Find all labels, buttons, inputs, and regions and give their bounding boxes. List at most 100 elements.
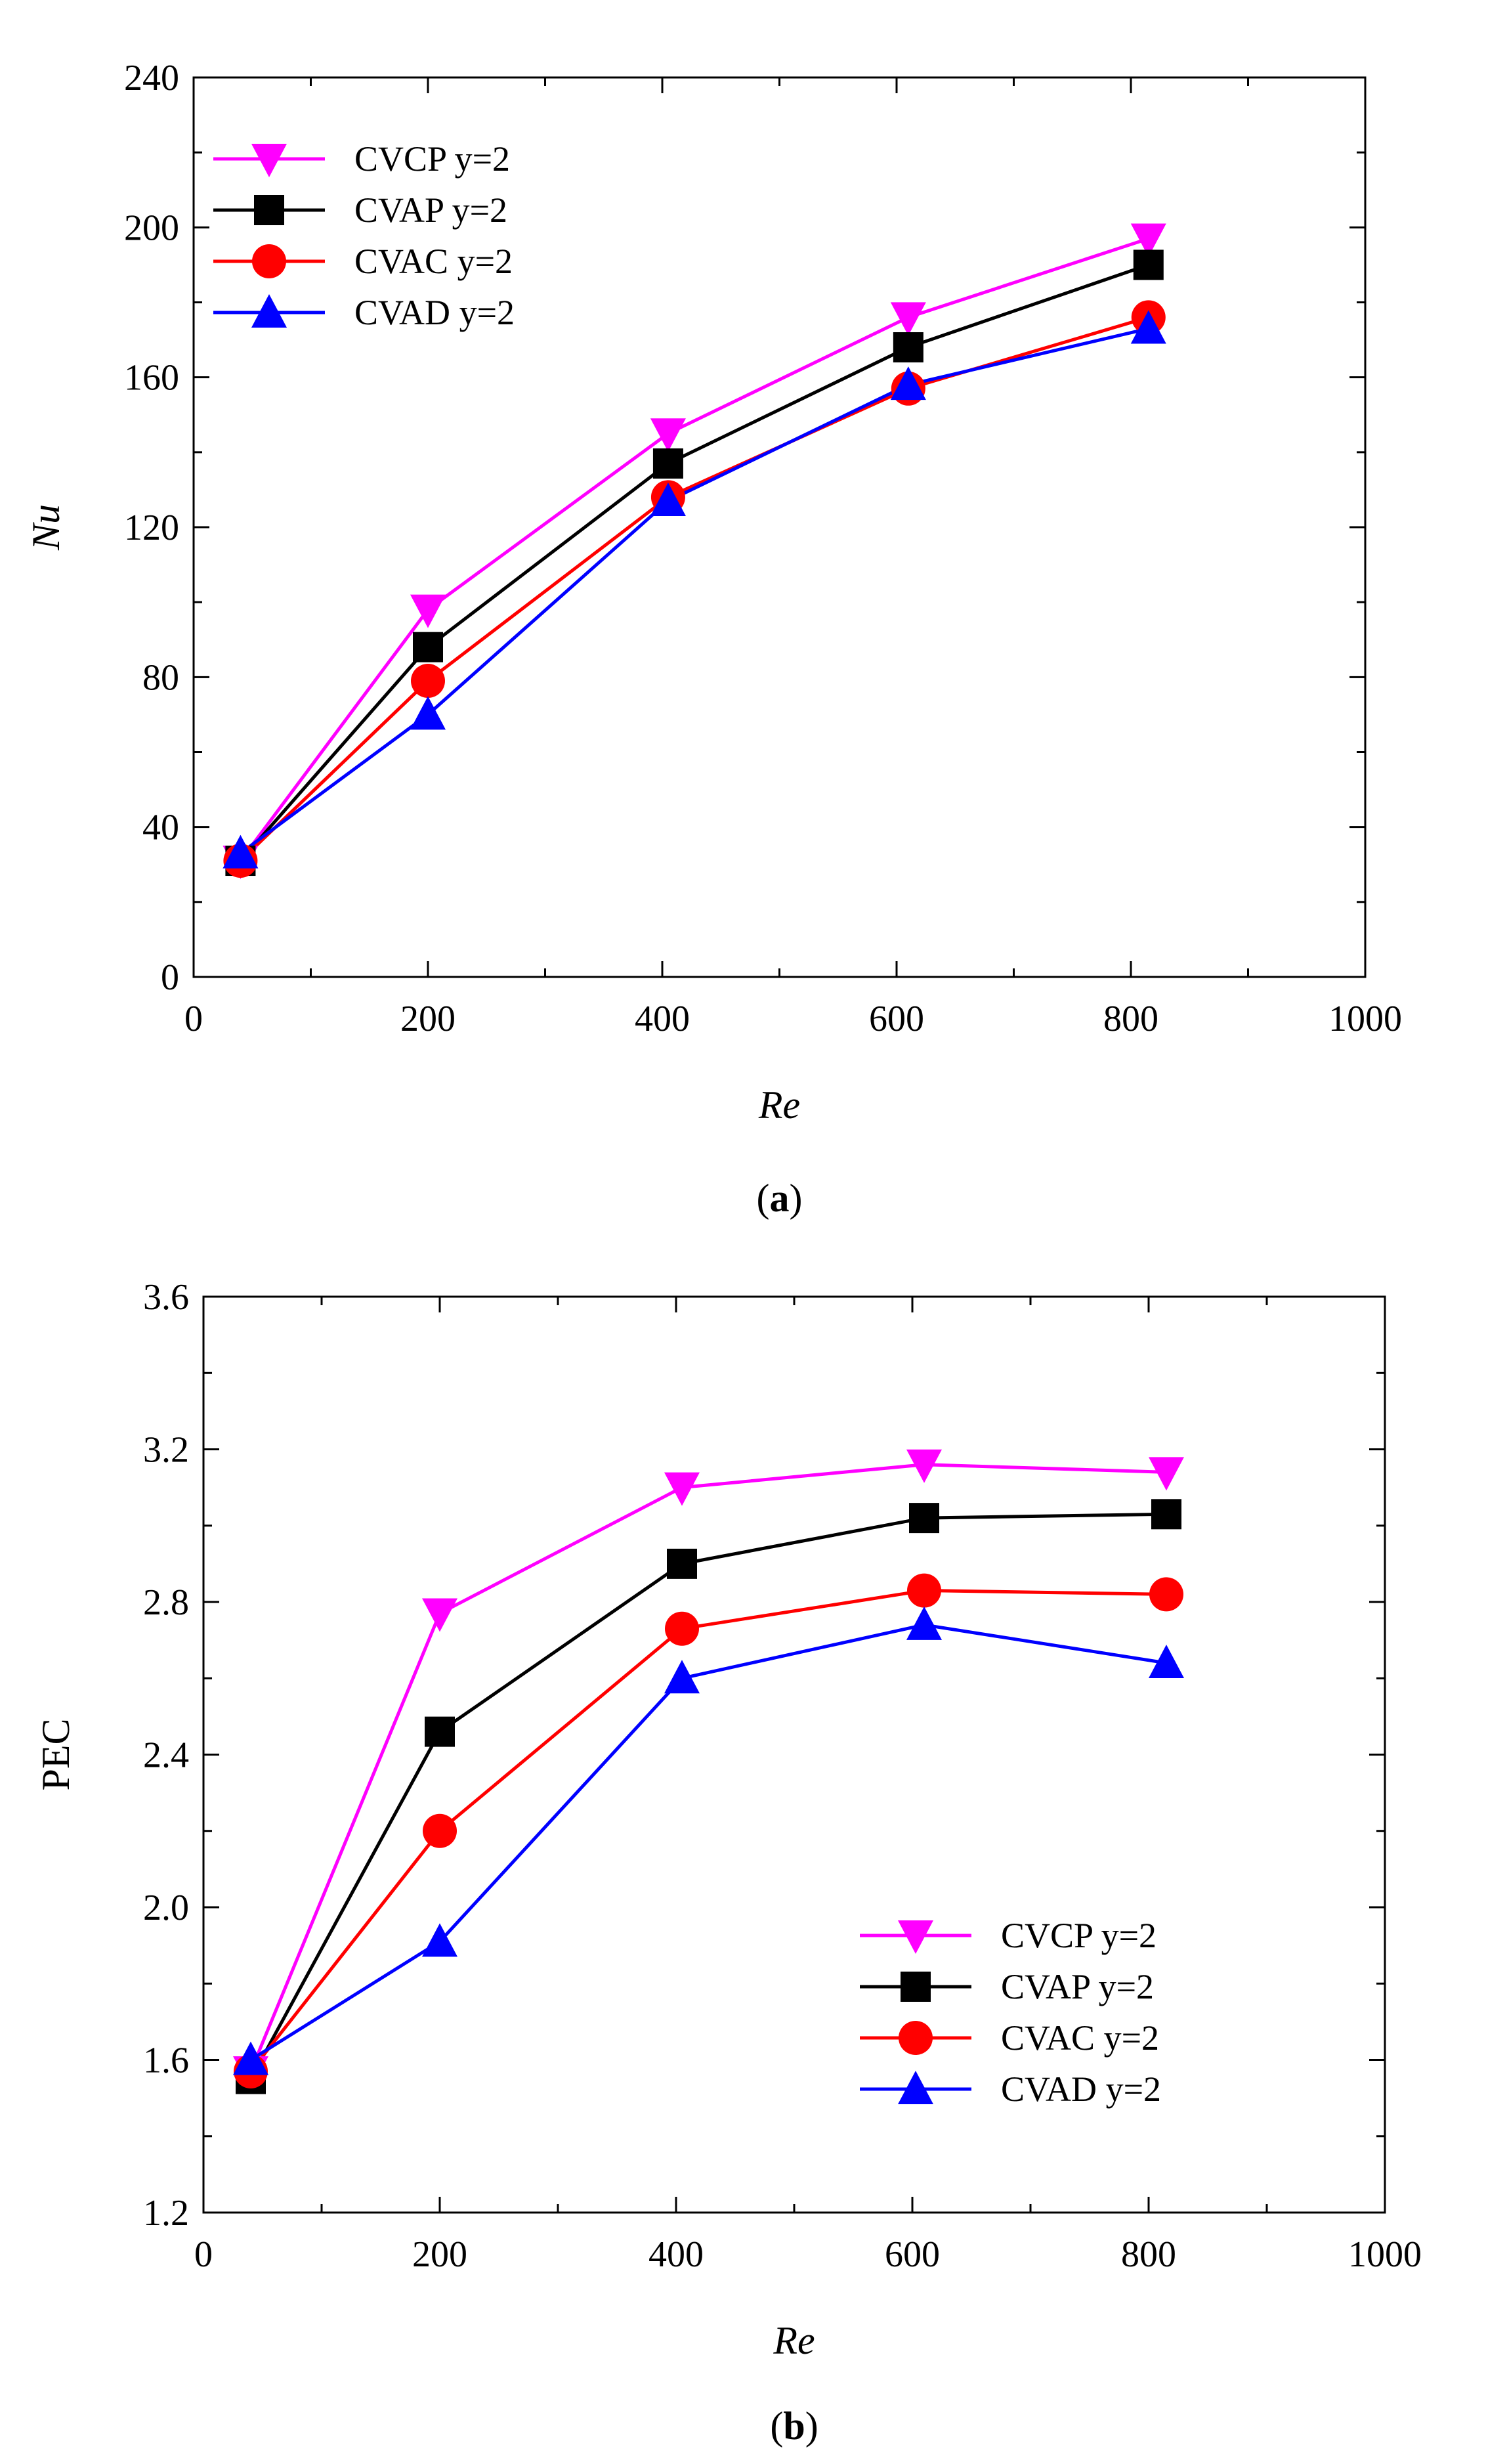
y-tick-label: 120 [124,508,179,548]
data-point-cvad [1130,310,1166,344]
legend-label: CVAC y=2 [1001,2018,1159,2058]
legend-series-name: CVAC [1001,2018,1104,2058]
legend-series-suffix: y=2 [1099,1967,1154,2006]
chart-panel-b: 0 200 400 600 800 1000 1.2 1.6 2.0 2.4 2.8 3.2 3.6 Re… [34,1277,1422,2448]
data-point-cvap [652,448,683,479]
series-line-cvac [239,315,1149,862]
data-point-cvcp [664,1472,700,1506]
y-tick-label: 240 [124,58,179,98]
data-point-cvap [413,632,443,662]
y-axis-title: Nu [24,504,68,551]
x-tick-label: 400 [635,999,690,1039]
y-tick-label: 1.2 [143,2193,189,2234]
data-point-cvap [425,1716,455,1747]
x-tick-label: 800 [1103,999,1158,1039]
legend-marker-cvac [252,244,286,278]
data-point-cvad [233,2041,268,2075]
legend-series-suffix: y=2 [1101,1916,1157,1955]
legend-series-name: CVAP [354,190,452,230]
data-point-cvad [223,834,259,869]
data-point-cvcp [410,594,446,628]
legend-label: CVAP y=2 [354,190,507,230]
legend-series-name: CVCP [1001,1916,1101,1955]
y-tick-label: 40 [142,808,179,848]
data-point-cvac [665,1611,699,1646]
legend-series-suffix: y=2 [452,190,507,230]
data-point-cvap [1151,1499,1181,1530]
legend-marker-cvcp [251,144,287,177]
data-point-cvcp [1149,1457,1184,1491]
legend-series-name: CVAD [354,293,459,332]
data-point-cvad [890,366,926,400]
legend-label: CVAC y=2 [354,242,513,281]
y-tick-label: 3.6 [143,1277,189,1318]
legend-series-suffix: y=2 [1106,2069,1161,2109]
data-point-cvad [410,696,446,730]
x-tick-label: 400 [648,2234,704,2275]
data-point-cvcp [422,1598,457,1632]
x-tick-label: 800 [1121,2234,1176,2275]
legend-marker-cvcp [898,1920,933,1954]
data-point-cvac [907,1573,941,1608]
legend-series-suffix: y=2 [459,293,515,332]
data-point-cvap [909,1503,939,1534]
data-point-cvap [893,332,923,362]
legend-label: CVAD y=2 [354,293,515,332]
legend-series-name: CVAD [1001,2069,1106,2109]
y-tick-label: 3.2 [143,1430,189,1471]
x-tick-label: 1000 [1348,2234,1422,2275]
legend-series-suffix: y=2 [1104,2018,1159,2058]
legend-marker-cvap [254,195,284,225]
legend-series-name: CVAP [1001,1967,1099,2006]
y-tick-label: 2.0 [143,1888,189,1928]
data-point-cvad [650,483,686,517]
y-tick-label: 2.8 [143,1582,189,1623]
legend-series-suffix: y=2 [455,139,510,179]
data-point-cvcp [650,418,686,452]
y-tick-label: 80 [142,657,179,698]
legend-marker-cvad [898,2071,933,2104]
y-tick-label: 2.4 [143,1735,189,1776]
data-point-cvad [906,1606,942,1640]
x-tick-label: 0 [194,2234,213,2275]
data-point-cvac [423,1813,457,1848]
data-point-cvad [1149,1645,1184,1678]
data-point-cvac [1149,1577,1183,1612]
chart-panel-a: 0 200 400 600 800 1000 0 40 80 120 160 200 240 Re Nu CV… [24,58,1402,1220]
legend-marker-cvac [899,2021,933,2055]
series-line-cvad [239,327,1149,855]
legend-marker-cvap [901,1972,931,2002]
legend-label: CVAP y=2 [1001,1967,1154,2006]
data-point-cvad [422,1923,457,1957]
legend-marker-cvad [251,294,287,328]
legend-label: CVCP y=2 [354,139,510,179]
legend-series-suffix: y=2 [457,242,513,281]
data-point-cvac [411,664,445,699]
data-point-cvad [664,1660,700,1694]
legend-label: CVAD y=2 [1001,2069,1161,2109]
x-axis-title: Re [758,1083,800,1127]
x-tick-label: 200 [412,2234,467,2275]
y-tick-label: 0 [161,957,179,998]
y-axis-title: PEC [34,1718,77,1790]
x-tick-label: 0 [184,999,203,1039]
panel-label: (b) [770,2404,818,2448]
legend-series-name: CVCP [354,139,455,179]
x-tick-label: 600 [869,999,924,1039]
legend-series-name: CVAC [354,242,457,281]
legend-label: CVCP y=2 [1001,1916,1157,1955]
data-point-cvap [1133,249,1164,280]
data-point-cvcp [906,1449,942,1483]
series-line-cvap [239,263,1149,862]
data-point-cvap [667,1548,697,1579]
x-tick-label: 1000 [1328,999,1402,1039]
y-tick-label: 200 [124,207,179,248]
data-point-cvcp [890,302,926,336]
y-tick-label: 1.6 [143,2041,189,2081]
panel-label: (a) [757,1177,803,1220]
x-tick-label: 600 [885,2234,940,2275]
x-tick-label: 200 [400,999,456,1039]
data-point-cvcp [1130,223,1166,257]
y-tick-label: 160 [124,358,179,399]
